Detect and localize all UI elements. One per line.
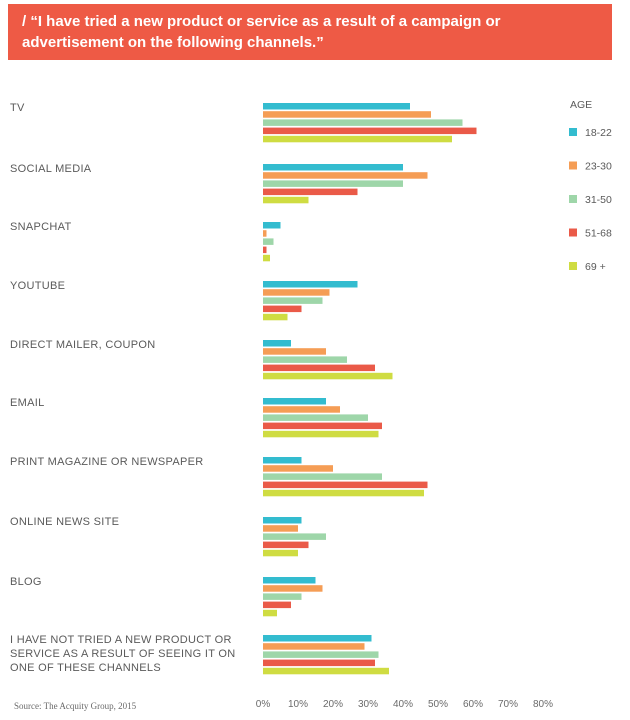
- x-tick-label: 40%: [393, 699, 413, 710]
- bar-69plus: [263, 430, 379, 438]
- category-label: TV: [10, 102, 25, 114]
- bar-18-22: [263, 340, 291, 347]
- bar-23-30: [263, 230, 267, 237]
- category-label: SOCIAL MEDIA: [10, 163, 92, 175]
- bar-69plus: [263, 489, 424, 497]
- category-label: YOUTUBE: [10, 280, 65, 292]
- bar-23-30: [263, 289, 330, 296]
- bar-69plus: [263, 372, 393, 380]
- bar-23-30: [263, 585, 323, 592]
- bar-69plus: [263, 313, 288, 321]
- bar-51-68: [263, 481, 428, 489]
- category-label: ONE OF THESE CHANNELS: [10, 662, 161, 674]
- x-tick-label: 20%: [323, 699, 343, 710]
- title-line-1: / “I have tried a new product or service…: [22, 13, 501, 30]
- legend-swatch: [569, 262, 577, 270]
- bar-69plus: [263, 667, 389, 675]
- bar-69plus: [263, 549, 298, 557]
- bar-51-68: [263, 246, 267, 254]
- x-tick-label: 10%: [288, 699, 308, 710]
- bar-31-50: [263, 119, 463, 126]
- legend-swatch: [569, 128, 577, 136]
- bar-51-68: [263, 422, 382, 430]
- bar-23-30: [263, 525, 298, 532]
- category-label: EMAIL: [10, 397, 45, 409]
- legend-label: 18-22: [585, 127, 612, 139]
- bar-18-22: [263, 635, 372, 642]
- bar-69plus: [263, 135, 452, 143]
- bar-69plus: [263, 196, 309, 204]
- x-tick-label: 0%: [256, 699, 271, 710]
- legend-label: 23-30: [585, 161, 612, 173]
- bar-18-22: [263, 281, 358, 288]
- title-line-2: advertisement on the following channels.…: [22, 34, 324, 51]
- bar-31-50: [263, 651, 379, 658]
- legend-label: 51-68: [585, 228, 612, 240]
- bar-18-22: [263, 164, 403, 171]
- bar-31-50: [263, 238, 274, 245]
- bar-23-30: [263, 643, 365, 650]
- bar-23-30: [263, 348, 326, 355]
- bar-51-68: [263, 601, 291, 609]
- legend-label: 31-50: [585, 194, 612, 206]
- x-tick-label: 50%: [428, 699, 448, 710]
- bar-51-68: [263, 188, 358, 196]
- bar-18-22: [263, 103, 410, 110]
- bar-51-68: [263, 305, 302, 313]
- bar-31-50: [263, 180, 403, 187]
- category-label: I HAVE NOT TRIED A NEW PRODUCT OR: [10, 634, 232, 646]
- legend-swatch: [569, 195, 577, 203]
- x-tick-label: 60%: [463, 699, 483, 710]
- source-note: Source: The Acquity Group, 2015: [14, 701, 137, 711]
- bar-31-50: [263, 473, 382, 480]
- category-label: SERVICE AS A RESULT OF SEEING IT ON: [10, 648, 235, 660]
- legend-swatch: [569, 228, 577, 237]
- category-label: DIRECT MAILER, COUPON: [10, 339, 155, 351]
- x-tick-label: 30%: [358, 699, 378, 710]
- bar-31-50: [263, 414, 368, 421]
- bar-51-68: [263, 659, 375, 667]
- bar-51-68: [263, 364, 375, 372]
- category-label: SNAPCHAT: [10, 221, 71, 233]
- category-label: ONLINE NEWS SITE: [10, 516, 119, 528]
- category-label: BLOG: [10, 576, 42, 588]
- bar-23-30: [263, 465, 333, 472]
- bar-69plus: [263, 254, 270, 262]
- bar-31-50: [263, 297, 323, 304]
- bar-51-68: [263, 127, 477, 135]
- bar-18-22: [263, 517, 302, 524]
- x-tick-label: 70%: [498, 699, 518, 710]
- bar-18-22: [263, 457, 302, 464]
- bar-69plus: [263, 609, 277, 617]
- legend-label: 69 +: [585, 261, 606, 273]
- x-tick-label: 80%: [533, 699, 553, 710]
- title-banner: / “I have tried a new product or service…: [8, 4, 612, 60]
- bar-31-50: [263, 356, 347, 363]
- bar-18-22: [263, 398, 326, 405]
- bar-31-50: [263, 593, 302, 600]
- bar-23-30: [263, 406, 340, 413]
- legend-swatch: [569, 161, 577, 170]
- bar-23-30: [263, 111, 431, 118]
- legend-title: AGE: [570, 99, 592, 111]
- bar-23-30: [263, 172, 428, 179]
- bar-51-68: [263, 541, 309, 549]
- bar-18-22: [263, 222, 281, 229]
- category-label: PRINT MAGAZINE OR NEWSPAPER: [10, 456, 204, 468]
- bar-31-50: [263, 533, 326, 540]
- bar-18-22: [263, 577, 316, 584]
